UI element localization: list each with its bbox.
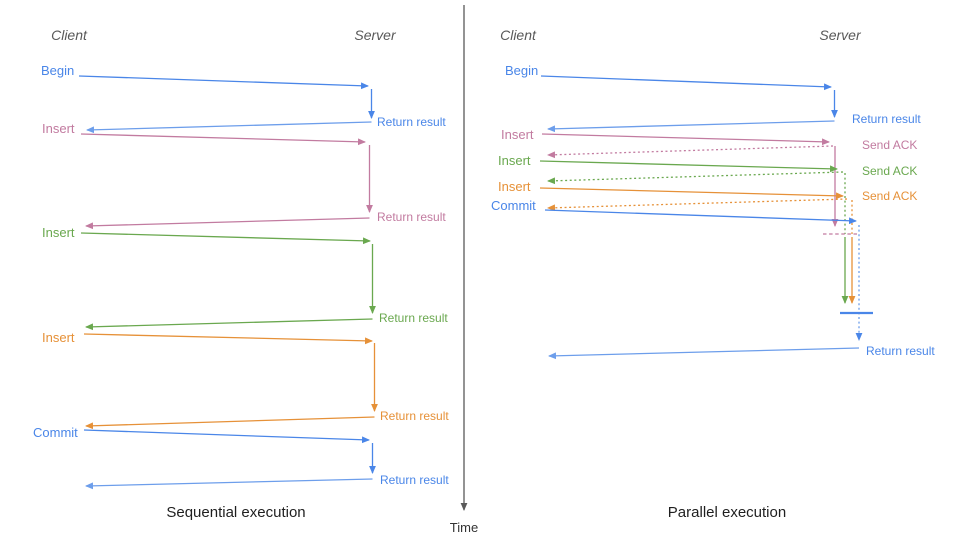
parallel-title: Parallel execution	[668, 504, 786, 521]
parallel-server-header: Server	[819, 27, 862, 43]
par-commit-request-arrow	[544, 209, 857, 225]
time-axis-label: Time	[450, 520, 478, 535]
seq-begin-request-arrow	[78, 75, 369, 90]
sequential-server-header: Server	[354, 27, 397, 43]
par-insert2-request-arrow	[539, 160, 838, 173]
par-op-label-insert-3: Insert	[498, 179, 531, 194]
seq-begin-return-arrow	[86, 121, 372, 134]
par-insert2-ack-arrow	[547, 171, 844, 185]
parallel-client-header: Client	[500, 27, 537, 43]
par-insert1-request-arrow	[541, 133, 830, 146]
par-begin-return-label: Return result	[852, 112, 921, 126]
par-insert1-ack-arrow	[547, 145, 834, 159]
seq-op-label-insert-3: Insert	[42, 330, 75, 345]
sequential-title: Sequential execution	[166, 504, 305, 521]
sequential-diagram: Client Server Begin Return result Insert…	[33, 27, 449, 521]
par-insert3-ack-arrow	[547, 198, 848, 212]
seq-insert1-return-label: Return result	[377, 210, 446, 224]
seq-op-label-begin: Begin	[41, 63, 74, 78]
par-begin-request-arrow	[540, 75, 832, 91]
sequential-client-header: Client	[51, 27, 88, 43]
time-axis: Time	[450, 5, 478, 535]
par-op-label-insert-2: Insert	[498, 153, 531, 168]
seq-op-label-insert-1: Insert	[42, 121, 75, 136]
par-insert3-ack-label: Send ACK	[862, 189, 917, 203]
seq-insert2-request-arrow	[80, 232, 371, 245]
par-final-return-label: Return result	[866, 344, 935, 358]
par-op-label-commit: Commit	[491, 198, 536, 213]
par-insert1-ack-label: Send ACK	[862, 138, 917, 152]
seq-insert3-return-arrow	[85, 416, 375, 430]
seq-insert1-request-arrow	[80, 133, 366, 146]
seq-insert3-return-label: Return result	[380, 409, 449, 423]
parallel-diagram: Client Server Begin Return result Insert…	[491, 27, 935, 521]
seq-insert1-return-arrow	[85, 217, 370, 230]
par-insert3-request-arrow	[539, 187, 844, 200]
par-insert2-ack-label: Send ACK	[862, 164, 917, 178]
seq-op-label-commit: Commit	[33, 425, 78, 440]
par-op-label-insert-1: Insert	[501, 127, 534, 142]
par-op-label-begin: Begin	[505, 63, 538, 78]
seq-insert2-return-arrow	[85, 318, 373, 331]
seq-insert2-return-label: Return result	[379, 311, 448, 325]
seq-commit-request-arrow	[83, 429, 370, 444]
par-final-return-arrow	[548, 347, 860, 360]
seq-commit-return-arrow	[85, 478, 373, 490]
seq-op-label-insert-2: Insert	[42, 225, 75, 240]
seq-commit-return-label: Return result	[380, 473, 449, 487]
par-begin-return-arrow	[547, 120, 835, 133]
seq-begin-return-label: Return result	[377, 115, 446, 129]
seq-insert3-request-arrow	[83, 333, 373, 345]
